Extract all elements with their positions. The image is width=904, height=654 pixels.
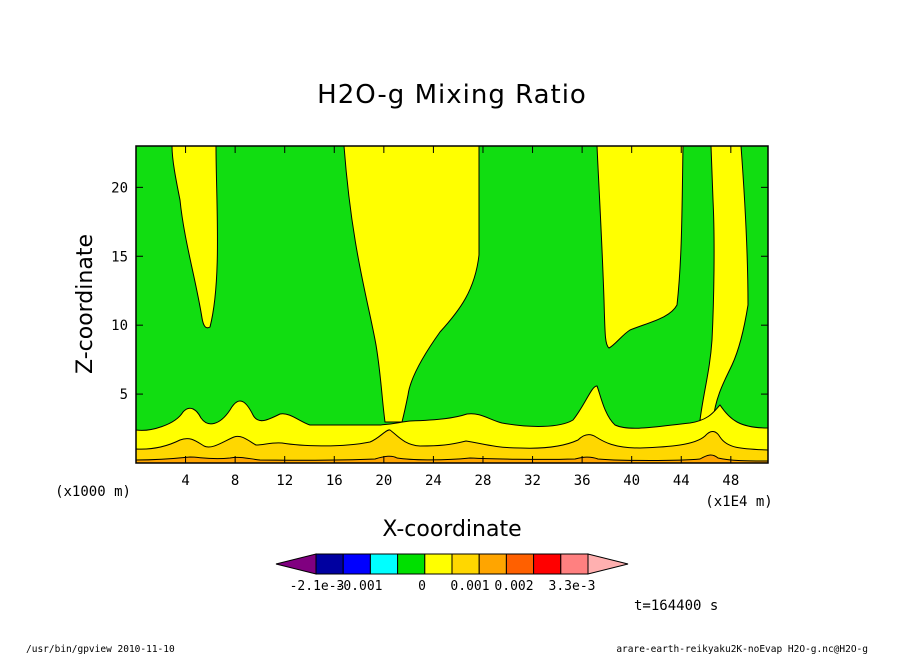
x-tick-label: 20	[375, 473, 392, 489]
yellow-plume-right1	[596, 145, 684, 349]
chart-title: H2O-g Mixing Ratio	[317, 80, 587, 110]
footer-left: /usr/bin/gpview 2010-11-10	[26, 644, 175, 654]
x-tick-label: 16	[326, 473, 343, 489]
yellow-plume-left	[171, 145, 218, 329]
x-tick-label: 44	[673, 473, 690, 489]
colorbar-label: 0.002	[494, 579, 533, 594]
colorbar-box	[533, 553, 562, 575]
x-tick-label: 40	[623, 473, 640, 489]
y-tick-label: 15	[111, 249, 128, 265]
colorbar-label: 3.3e-3	[549, 579, 596, 594]
x-tick-label: 32	[524, 473, 541, 489]
plot-area	[135, 145, 769, 464]
colorbar-box	[505, 553, 535, 575]
y-tick-label: 5	[120, 387, 128, 403]
colorbar-over-triangle	[587, 553, 629, 575]
x-tick-label: 36	[574, 473, 591, 489]
colorbar-under-triangle	[275, 553, 317, 575]
x-axis-label: X-coordinate	[382, 517, 521, 542]
x-tick-label: 4	[181, 473, 189, 489]
colorbar-label: 0.001	[450, 579, 489, 594]
colorbar	[275, 553, 629, 575]
x-tick-label: 12	[276, 473, 293, 489]
time-label: t=164400 s	[634, 598, 718, 614]
x-axis-unit: (x1E4 m)	[705, 494, 772, 510]
colorbar-box	[397, 553, 426, 575]
x-tick-label: 8	[231, 473, 239, 489]
x-tick-label: 24	[425, 473, 442, 489]
y-axis-label: Z-coordinate	[73, 234, 98, 374]
y-axis-ticks: 5 10 15 20	[111, 180, 768, 403]
colorbar-box	[451, 553, 480, 575]
colorbar-label: -2.1e-3	[290, 579, 345, 594]
colorbar-label: -0.001	[336, 579, 383, 594]
orange-layer	[135, 454, 769, 464]
colorbar-box	[342, 553, 371, 575]
yellow-plume-center	[343, 145, 480, 423]
y-tick-label: 10	[111, 318, 128, 334]
colorbar-label: 0	[418, 579, 426, 594]
colorbar-box	[424, 553, 453, 575]
x-tick-label: 48	[722, 473, 739, 489]
colorbar-box	[560, 553, 589, 575]
yellow-plume-right2	[699, 145, 749, 421]
colorbar-box	[478, 553, 507, 575]
footer-right: arare-earth-reikyaku2K-noEvap_H2O-g.nc@H…	[616, 644, 868, 654]
y-tick-label: 20	[111, 180, 128, 196]
gold-layer	[135, 429, 769, 464]
colorbar-box	[369, 553, 399, 575]
x-axis-ticks: 4 8 12 16 20 24 28 32 36 40 44 48	[181, 146, 739, 489]
plot-frame	[135, 145, 769, 464]
colorbar-labels: -2.1e-3-0.001 0 0.001 0.002 3.3e-3	[290, 579, 596, 594]
x-tick-label: 28	[475, 473, 492, 489]
colorbar-box	[315, 553, 344, 575]
y-axis-unit: (x1000 m)	[55, 484, 131, 500]
